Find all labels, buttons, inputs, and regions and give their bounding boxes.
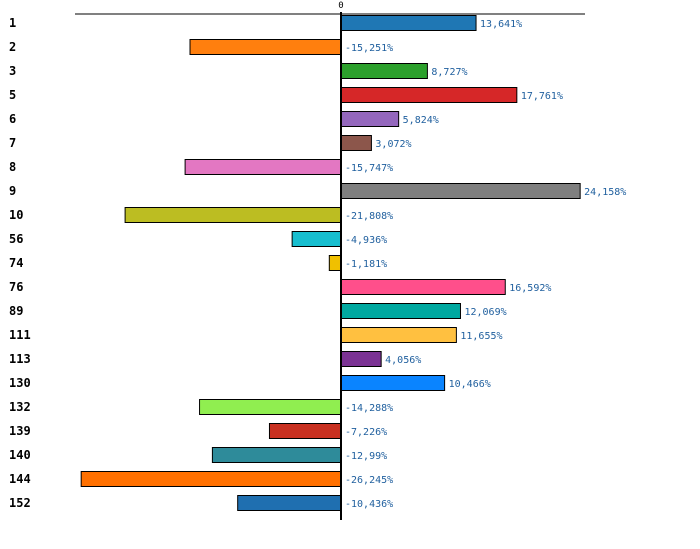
bar: [328, 255, 342, 271]
bar: [80, 471, 342, 487]
bar: [199, 399, 342, 415]
bar: [268, 423, 342, 439]
value-label: 24,158%: [584, 187, 626, 198]
bar: [340, 375, 446, 391]
bar: [291, 231, 342, 247]
category-label: 7: [9, 136, 16, 150]
bar: [189, 39, 342, 55]
category-label: 140: [9, 448, 31, 462]
bar: [340, 135, 372, 151]
category-label: 74: [9, 256, 23, 270]
value-label: -21,808%: [345, 211, 393, 222]
category-label: 152: [9, 496, 31, 510]
bar: [340, 279, 506, 295]
category-label: 3: [9, 64, 16, 78]
category-label: 2: [9, 40, 16, 54]
category-label: 111: [9, 328, 31, 342]
value-label: -10,436%: [345, 499, 393, 510]
value-label: -4,936%: [345, 235, 387, 246]
value-label: 17,761%: [521, 91, 563, 102]
bar: [340, 327, 457, 343]
category-label: 5: [9, 88, 16, 102]
category-label: 10: [9, 208, 23, 222]
bar: [184, 159, 342, 175]
category-label: 56: [9, 232, 23, 246]
value-label: 11,655%: [460, 331, 502, 342]
category-label: 132: [9, 400, 31, 414]
bar: [340, 183, 581, 199]
category-label: 139: [9, 424, 31, 438]
category-label: 144: [9, 472, 31, 486]
value-label: 10,466%: [449, 379, 491, 390]
category-label: 113: [9, 352, 31, 366]
category-label: 1: [9, 16, 16, 30]
value-label: 13,641%: [480, 19, 522, 30]
zero-tick-label: 0: [338, 1, 343, 11]
bar: [211, 447, 342, 463]
category-label: 76: [9, 280, 23, 294]
category-label: 9: [9, 184, 16, 198]
value-label: -26,245%: [345, 475, 393, 486]
value-label: -15,747%: [345, 163, 393, 174]
value-label: -1,181%: [345, 259, 387, 270]
value-label: 4,056%: [385, 355, 421, 366]
bar: [340, 303, 461, 319]
value-label: 12,069%: [464, 307, 506, 318]
bar: [340, 63, 428, 79]
bar: [237, 495, 342, 511]
category-label: 6: [9, 112, 16, 126]
bar: [124, 207, 342, 223]
value-label: 8,727%: [431, 67, 467, 78]
category-label: 130: [9, 376, 31, 390]
value-label: 5,824%: [403, 115, 439, 126]
value-label: -14,288%: [345, 403, 393, 414]
value-label: -15,251%: [345, 43, 393, 54]
value-label: 3,072%: [375, 139, 411, 150]
bar: [340, 111, 400, 127]
bars-group: 1 13,641% 2 -15,251% 3 8,727% 5 17,761% 6 5,824% 7…: [9, 15, 626, 511]
value-label: -12,99%: [345, 451, 387, 462]
category-label: 8: [9, 160, 16, 174]
value-label: -7,226%: [345, 427, 387, 438]
value-label: 16,592%: [509, 283, 551, 294]
bar: [340, 351, 382, 367]
bar: [340, 87, 518, 103]
category-label: 89: [9, 304, 23, 318]
bar: [340, 15, 477, 31]
